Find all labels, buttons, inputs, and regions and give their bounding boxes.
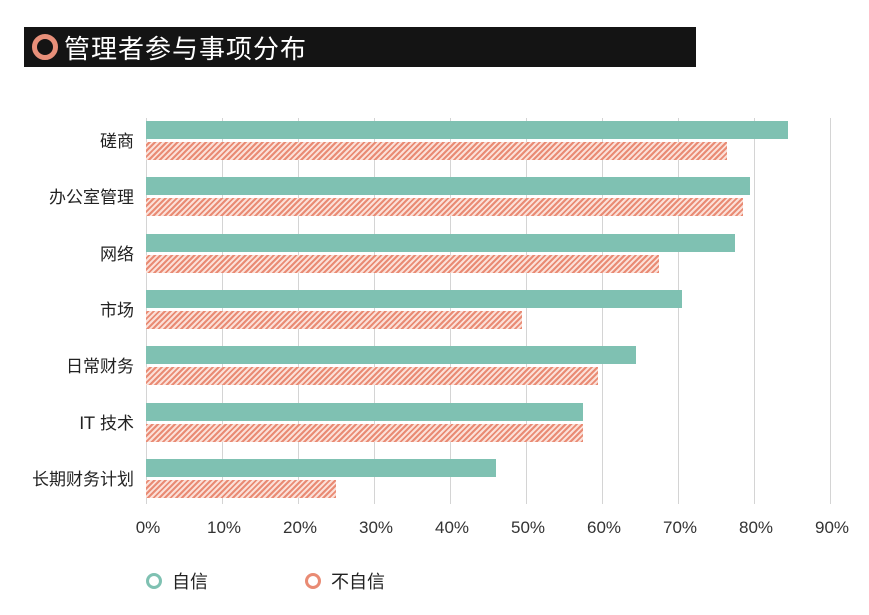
bar-not-confident — [146, 423, 583, 442]
bar-confident — [146, 346, 637, 365]
bar-not-confident — [146, 479, 336, 498]
chart-title: 管理者参与事项分布 — [64, 34, 308, 65]
legend-item-not-confident: 不自信 — [305, 568, 385, 594]
bar-confident — [146, 177, 751, 196]
x-tick-label: 30% — [358, 518, 394, 537]
bar-confident — [146, 458, 496, 477]
bar-confident — [146, 121, 789, 139]
x-tick-label: 50% — [510, 518, 546, 537]
legend-ring-icon — [146, 573, 162, 589]
gridline — [602, 118, 603, 504]
legend-item-confident: 自信 — [146, 568, 208, 594]
x-tick-label: 40% — [434, 518, 470, 537]
bar-not-confident — [146, 254, 659, 273]
category-label: 办公室管理 — [49, 188, 134, 209]
chart-title-bar: 管理者参与事项分布 — [24, 27, 696, 67]
x-tick-label: 0% — [135, 518, 161, 537]
category-label: 日常财务 — [66, 357, 134, 378]
category-label: 网络 — [100, 244, 134, 265]
legend-label: 不自信 — [331, 572, 385, 593]
category-label: 市场 — [100, 300, 134, 321]
gridline — [526, 118, 527, 504]
legend-ring-icon — [305, 573, 321, 589]
bar-not-confident — [146, 142, 728, 160]
x-tick-label: 10% — [206, 518, 242, 537]
legend-label: 自信 — [172, 572, 208, 593]
bar-not-confident — [146, 310, 523, 329]
x-tick-label: 60% — [586, 518, 622, 537]
bar-not-confident — [146, 198, 743, 217]
bar-confident — [146, 289, 682, 308]
category-label: IT 技术 — [79, 413, 134, 434]
category-label: 磋商 — [100, 132, 134, 152]
x-tick-label: 70% — [662, 518, 698, 537]
bar-not-confident — [146, 367, 599, 386]
x-tick-label: 80% — [738, 518, 774, 537]
gridline — [678, 118, 679, 504]
gridline — [754, 118, 755, 504]
ring-icon — [32, 34, 58, 60]
category-label: 长期财务计划 — [32, 469, 134, 490]
gridline — [830, 118, 831, 504]
bar-confident — [146, 233, 735, 252]
bar-confident — [146, 402, 583, 421]
x-tick-label: 90% — [814, 518, 850, 537]
x-tick-label: 20% — [282, 518, 318, 537]
